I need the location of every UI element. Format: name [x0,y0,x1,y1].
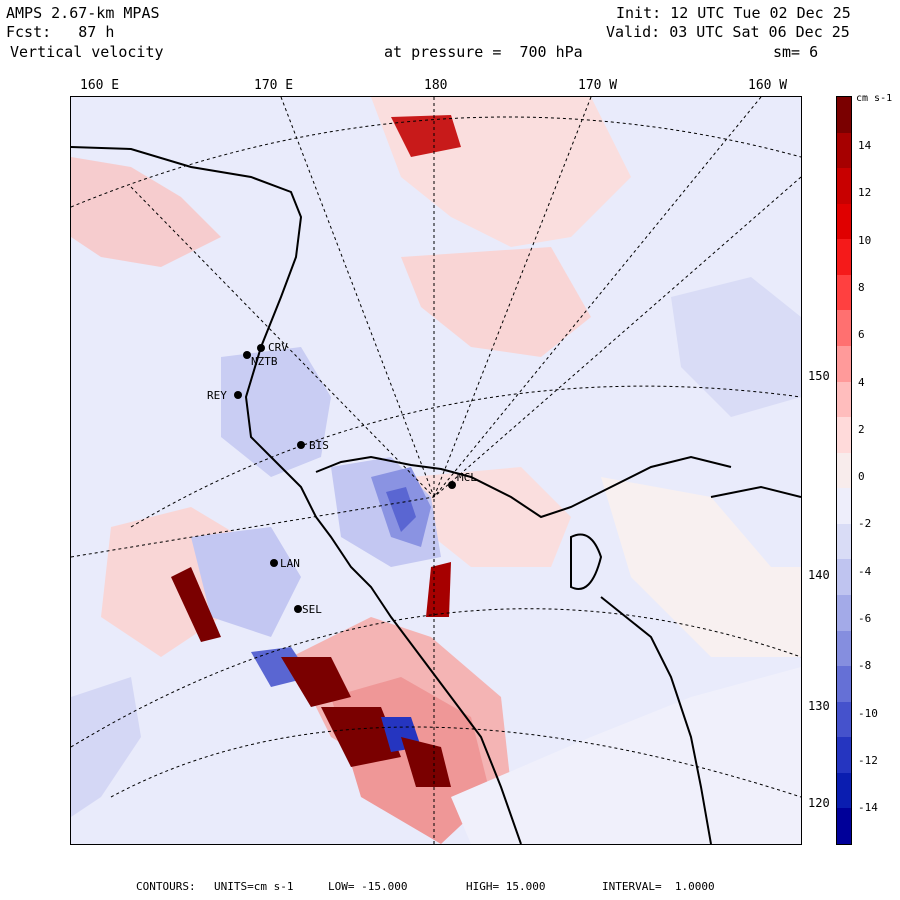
colorbar-segment [837,488,851,525]
colorbar-segment [837,203,851,240]
colorbar-segment [837,630,851,667]
colorbar-units: cm s-1 [856,93,893,104]
colorbar-tick-label: -12 [858,753,878,767]
valid-time: Valid: 03 UTC Sat 06 Dec 25 [606,23,850,41]
low-signal-area [451,667,801,844]
colorbar-tick-label: 2 [858,422,865,436]
station-nztb-marker [243,351,251,359]
station-mcl-marker [448,481,456,489]
colorbar-segment [837,772,851,809]
colorbar-tick-label: -6 [858,612,872,625]
station-sel-marker [294,605,302,613]
footer-low: LOW= -15.000 [328,880,408,893]
station-rey-marker [234,391,242,399]
station-bis-label: BIS [309,439,329,452]
colorbar-tick-label: 0 [858,470,865,484]
station-crv-label: CRV [268,341,288,354]
station-crv-marker [257,344,265,352]
footer-label: CONTOURS: [136,880,196,893]
lon-label-160e: 160 E [80,78,120,93]
vertical-velocity-map: CRV NZTB REY BIS MCL LAN SEL [70,96,802,845]
lon-label-170e: 170 E [254,78,294,93]
colorbar-tick-label: 4 [858,375,865,389]
lon-label-180: 180 [424,78,448,93]
colorbar-segment [837,97,851,134]
colorbar-segment [837,701,851,738]
station-bis-marker [297,441,305,449]
colorbar [836,96,852,845]
footer-units: UNITS=cm s-1 [214,880,294,893]
colorbar-tick-label: 12 [858,186,872,200]
colorbar-segment [837,559,851,596]
colorbar-tick-label: -14 [858,801,878,815]
model-title: AMPS 2.67-km MPAS [6,4,160,22]
station-lan-marker [270,559,278,567]
graticule [71,97,801,844]
coastline [71,146,801,844]
colorbar-tick-label: -4 [858,564,872,578]
colorbar-tick-label: -10 [858,706,878,720]
colorbar-tick-label: -2 [858,517,872,531]
station-nztb-label: NZTB [251,355,278,368]
station-lan-label: LAN [280,557,300,570]
colorbar-segment [837,274,851,311]
colorbar-segment [837,452,851,489]
field-name: Vertical velocity [10,43,164,61]
station-mcl-label: MCL [457,471,477,484]
strong-cores [171,115,461,787]
init-time: Init: 12 UTC Tue 02 Dec 25 [616,4,851,22]
colorbar-tick-label: 10 [858,233,872,247]
forecast-hour: Fcst: 87 h [6,23,115,41]
station-markers [234,344,456,613]
colorbar-tick-label: 6 [858,328,865,342]
lon-label-170w: 170 W [578,78,618,93]
colorbar-segment [837,346,851,383]
colorbar-segment [837,808,851,844]
colorbar-segment [837,239,851,276]
footer-high: HIGH= 15.000 [466,880,546,893]
colorbar-segment [837,737,851,774]
lon-label-160w: 160 W [748,78,788,93]
colorbar-segment [837,417,851,454]
station-sel-label: SEL [302,603,322,616]
station-rey-label: REY [207,389,227,402]
colorbar-segment [837,523,851,560]
colorbar-segment [837,666,851,703]
colorbar-segment [837,132,851,169]
colorbar-tick-label: -8 [858,659,872,673]
map-canvas [71,97,801,844]
colorbar-segment [837,310,851,347]
colorbar-tick-label: 14 [858,139,872,152]
colorbar-segment [837,381,851,418]
colorbar-segment [837,595,851,632]
footer-interval: INTERVAL= 1.0000 [602,880,715,893]
colorbar-tick-label: 8 [858,280,865,294]
smoothing: sm= 6 [773,43,819,61]
pressure-level: at pressure = 700 hPa [384,43,583,61]
colorbar-segment [837,168,851,205]
